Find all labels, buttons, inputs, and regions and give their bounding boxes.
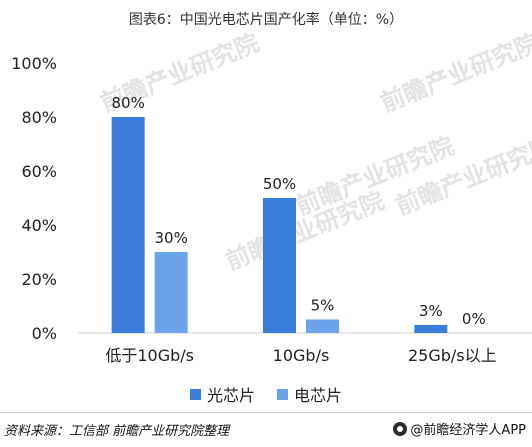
bar: [414, 324, 448, 333]
legend-label-dian: 电芯片: [294, 386, 343, 405]
bar: [154, 252, 188, 333]
legend-label-guang: 光芯片: [206, 386, 255, 405]
legend-item-guang: 光芯片: [189, 382, 255, 406]
x-tick-label: 低于10Gb/s: [105, 346, 194, 365]
data-label: 30%: [154, 229, 187, 247]
y-tick-label: 40%: [21, 216, 57, 235]
legend-swatch-dian: [277, 388, 288, 400]
bars: [111, 117, 448, 333]
y-tick-label: 60%: [21, 162, 57, 181]
y-axis-ticks: 0% 20% 40% 60% 80% 100%: [11, 54, 57, 343]
source-note: 资料来源：工信部 前瞻产业研究院整理: [4, 424, 230, 439]
brand-mark: @前瞻经济学人APP: [393, 419, 526, 438]
brand-text: @前瞻经济学人APP: [410, 423, 526, 438]
bar: [111, 117, 145, 333]
y-tick-label: 80%: [21, 108, 57, 127]
bar: [263, 198, 296, 333]
data-label: 3%: [419, 302, 443, 320]
y-tick-label: 100%: [11, 54, 57, 73]
y-tick-label: 20%: [21, 270, 57, 289]
legend: 光芯片 电芯片: [0, 382, 532, 406]
data-label: 5%: [311, 297, 335, 315]
y-tick-label: 0%: [32, 324, 57, 343]
brand-logo-icon: [393, 421, 408, 436]
watermark-2: 前瞻产业研究院: [377, 29, 532, 118]
x-tick-label: 10Gb/s: [273, 346, 330, 365]
bar: [306, 319, 339, 333]
category-labels: 低于10Gb/s 10Gb/s 25Gb/s以上: [105, 346, 496, 365]
data-labels: 80% 30% 50% 5% 3% 0%: [111, 94, 485, 328]
chart-title: 图表6：中国光电芯片国产化率（单位：%）: [128, 12, 404, 28]
footer-divider: [0, 412, 532, 413]
data-label: 0%: [462, 310, 486, 328]
legend-swatch-guang: [189, 388, 201, 400]
data-label: 80%: [111, 94, 144, 112]
legend-item-dian: 电芯片: [277, 382, 342, 406]
x-tick-label: 25Gb/s以上: [408, 346, 497, 365]
data-label: 50%: [263, 175, 296, 193]
